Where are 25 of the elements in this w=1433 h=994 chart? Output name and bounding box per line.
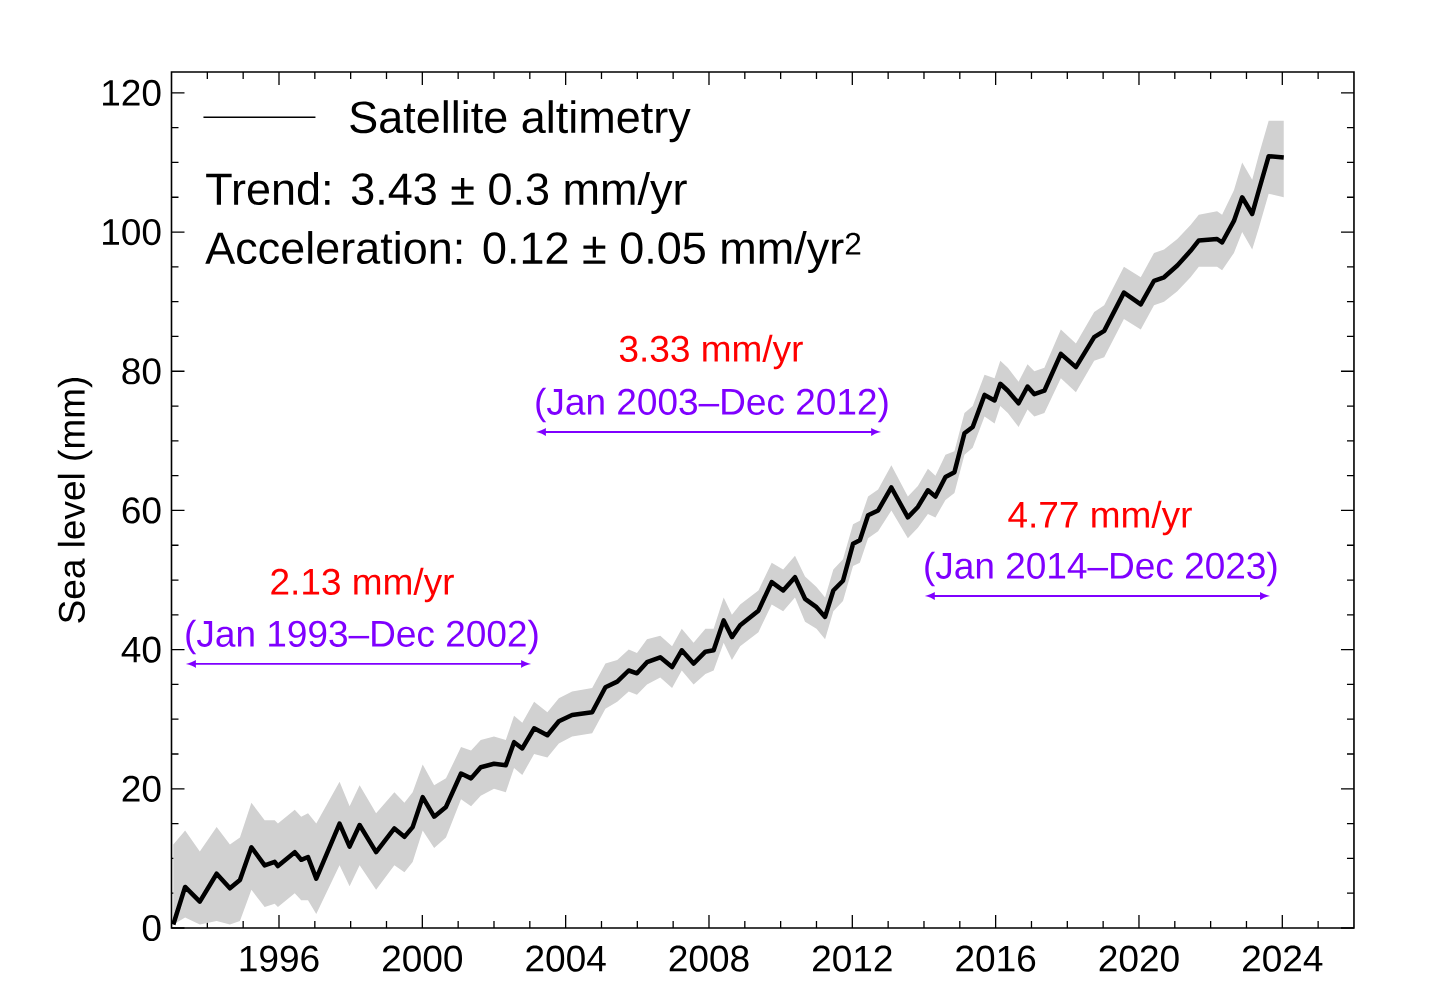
y-tick-label: 20: [122, 775, 161, 802]
annotation: 3.33 mm/yr: [619, 334, 803, 370]
y-tick-label: 60: [122, 497, 161, 524]
x-tick-label: 2004: [526, 945, 606, 972]
x-tick-label: 2008: [669, 945, 749, 972]
y-tick-label: 100: [103, 218, 161, 246]
x-tick-label: 2000: [383, 945, 463, 972]
annotation: Trend: 3.43 ± 0.3 mm/yr: [206, 172, 687, 214]
annotation: 4.77 mm/yr: [1008, 500, 1192, 536]
x-tick-label: 2020: [1099, 945, 1179, 972]
annotation: (Jan 2003–Dec 2012): [536, 387, 888, 423]
annotation: (Jan 1993–Dec 2002): [186, 619, 538, 655]
x-tick-label: 2024: [1243, 945, 1323, 972]
annotation: (Jan 2014–Dec 2023): [925, 551, 1277, 587]
x-tick-label: 1996: [240, 945, 319, 972]
legend-label: Satellite altimetry: [350, 100, 691, 143]
x-tick-label: 2016: [956, 945, 1036, 972]
y-tick-label: 80: [122, 358, 161, 385]
x-tick-label: 2012: [813, 945, 892, 972]
y-axis-title: Sea level (mm): [57, 377, 93, 623]
y-tick-label: 0: [142, 914, 161, 942]
y-tick-label: 120: [103, 79, 161, 106]
annotation: Acceleration: 0.12 ± 0.05 mm/yr$^{2}$: [205, 231, 861, 273]
y-tick-label: 40: [121, 636, 161, 663]
annotation: 2.13 mm/yr: [271, 567, 454, 603]
